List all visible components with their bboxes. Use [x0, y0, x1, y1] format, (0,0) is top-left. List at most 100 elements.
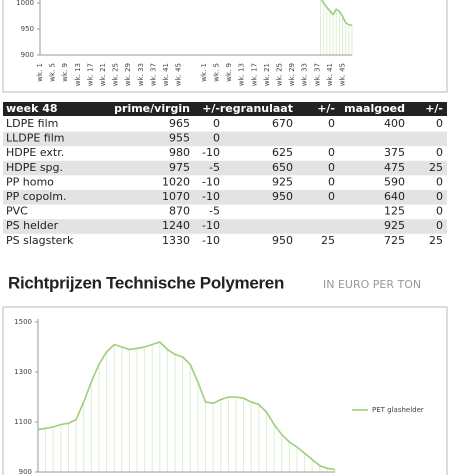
heading-title: Richtprijzen Technische Polymeren: [8, 273, 284, 292]
table-cell: 0: [436, 219, 443, 232]
table-cell: -10: [202, 219, 220, 232]
table-header-cell: +/-: [317, 102, 335, 115]
table-cell: HDPE extr.: [6, 146, 64, 159]
table-cell: 25: [429, 234, 443, 247]
x-tick-label: wk. 29: [288, 63, 296, 86]
y-tick-label: 1500: [14, 318, 32, 326]
table-cell: 1070: [162, 190, 190, 203]
x-tick-label: wk. 45: [175, 63, 183, 86]
table-cell: 640: [384, 190, 405, 203]
table-cell: -10: [202, 190, 220, 203]
table-cell: 0: [213, 117, 220, 130]
x-tick-label: wk. 17: [250, 63, 258, 86]
x-tick-label: wk. 13: [238, 63, 246, 86]
table-header-cell: maalgoed: [344, 102, 405, 115]
bottom-chart-frame: [2, 306, 448, 475]
x-tick-label: wk. 41: [162, 63, 170, 86]
table-cell: HDPE spg.: [6, 161, 63, 174]
x-tick-label: wk. 21: [99, 63, 107, 86]
table-cell: 1240: [162, 219, 190, 232]
top-chart-frame: [2, 0, 448, 93]
table-cell: -5: [209, 161, 220, 174]
x-tick-label: wk. 1: [200, 63, 208, 82]
x-tick-label: wk. 9: [61, 63, 69, 82]
table-header-cell: +/-: [425, 102, 443, 115]
table-cell: -5: [209, 205, 220, 218]
table-cell: PP copolm.: [6, 190, 67, 203]
table-cell: 950: [272, 234, 293, 247]
x-tick-label: wk. 45: [339, 63, 347, 86]
table-cell: PVC: [6, 205, 28, 218]
table-cell: 870: [169, 205, 190, 218]
table-cell: LLDPE film: [6, 132, 65, 145]
legend-label: PET glashelder: [372, 406, 424, 414]
table-cell: 0: [328, 146, 335, 159]
table-cell: -10: [202, 146, 220, 159]
row-shade: [3, 190, 447, 205]
table-cell: 0: [328, 190, 335, 203]
table-cell: 25: [321, 234, 335, 247]
x-tick-label: wk. 25: [112, 63, 120, 86]
table-cell: LDPE film: [6, 117, 58, 130]
table-cell: 0: [436, 190, 443, 203]
y-tick-label: 900: [21, 51, 34, 59]
x-tick-label: wk. 5: [49, 63, 57, 82]
table-cell: 475: [384, 161, 405, 174]
table-cell: 590: [384, 175, 405, 188]
row-shade: [3, 131, 447, 147]
table-cell: 925: [384, 219, 405, 232]
table-cell: 125: [384, 205, 405, 218]
table-cell: 0: [213, 132, 220, 145]
y-tick-label: 900: [19, 468, 32, 475]
y-tick-label: 950: [21, 25, 34, 33]
y-tick-label: 1300: [14, 368, 32, 376]
table-cell: 925: [272, 175, 293, 188]
row-shade: [3, 160, 447, 176]
x-tick-label: wk. 41: [326, 63, 334, 86]
x-tick-label: wk. 37: [149, 63, 157, 86]
table-cell: -10: [202, 234, 220, 247]
table-cell: 0: [436, 175, 443, 188]
line: [320, 0, 353, 27]
table-cell: 725: [384, 234, 405, 247]
table-cell: 0: [328, 117, 335, 130]
line: [37, 341, 336, 471]
x-tick-label: wk. 5: [212, 63, 220, 82]
table-cell: PS helder: [6, 219, 59, 232]
table-cell: PS slagsterk: [6, 234, 74, 247]
table-cell: 1020: [162, 175, 190, 188]
table-cell: 0: [436, 117, 443, 130]
table-cell: 0: [328, 175, 335, 188]
x-tick-label: wk. 33: [301, 63, 309, 86]
table-cell: 670: [272, 117, 293, 130]
table-cell: 975: [169, 161, 190, 174]
table-cell: -10: [202, 175, 220, 188]
x-tick-label: wk. 17: [86, 63, 94, 86]
table-cell: 625: [272, 146, 293, 159]
table-header-cell: +/-: [202, 102, 220, 115]
x-tick-label: wk. 37: [313, 63, 321, 86]
x-tick-label: wk. 33: [137, 63, 145, 86]
table-cell: 650: [272, 161, 293, 174]
row-shade: [3, 219, 447, 234]
table-header-bg: [3, 102, 447, 116]
x-tick-label: wk. 29: [124, 63, 132, 86]
top-plot: [319, 0, 353, 55]
table-cell: 950: [272, 190, 293, 203]
table-cell: 955: [169, 132, 190, 145]
table-cell: 375: [384, 146, 405, 159]
table-cell: 25: [429, 161, 443, 174]
y-tick-label: 1100: [14, 418, 32, 426]
x-tick-label: wk. 9: [225, 63, 233, 82]
table-cell: 0: [436, 205, 443, 218]
table-cell: 1330: [162, 234, 190, 247]
table-cell: PP homo: [6, 175, 54, 188]
table-header-cell: regranulaat: [220, 102, 293, 115]
x-tick-label: wk. 21: [263, 63, 271, 86]
table-cell: 980: [169, 146, 190, 159]
table-cell: 965: [169, 117, 190, 130]
y-tick-label: 1000: [16, 0, 34, 7]
table-cell: 0: [436, 146, 443, 159]
